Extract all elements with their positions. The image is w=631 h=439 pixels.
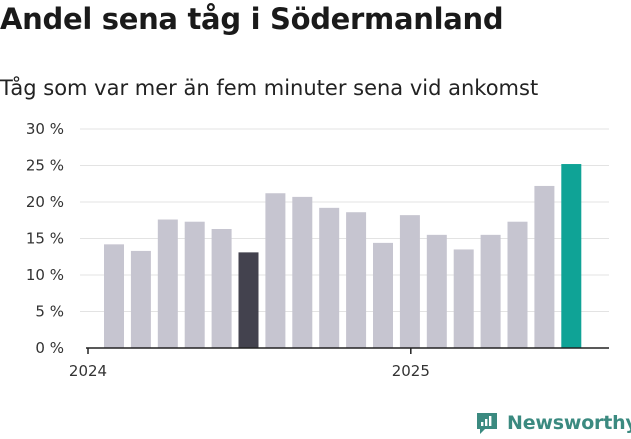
bar	[238, 252, 259, 348]
bar	[346, 212, 367, 348]
newsworthy-logo: Newsworthy	[475, 407, 631, 439]
y-tick-label: 0 %	[35, 339, 64, 357]
y-tick-label: 30 %	[26, 120, 64, 138]
y-tick-label: 10 %	[26, 266, 64, 284]
axes: 0 % 5 % 10 % 15 % 20 % 25 % 30 % 2024 2025	[26, 120, 609, 380]
bar	[373, 242, 393, 348]
y-tick-label: 5 %	[35, 303, 64, 321]
y-tick-label: 15 %	[26, 230, 64, 248]
bar	[157, 219, 178, 348]
chart-subtitle: Tåg som var mer än fem minuter sena vid …	[0, 76, 539, 100]
bar	[399, 215, 420, 348]
bar	[319, 207, 340, 348]
bar	[534, 185, 555, 348]
x-tick-label: 2025	[392, 362, 430, 380]
bars	[104, 164, 582, 348]
bar	[507, 221, 528, 348]
y-tick-label: 20 %	[26, 193, 64, 211]
bar	[453, 249, 474, 348]
bar	[130, 250, 151, 348]
chart-title: Andel sena tåg i Södermanland	[0, 2, 504, 36]
brand-name: Newsworthy	[507, 412, 631, 434]
y-tick-label: 25 %	[26, 157, 64, 175]
x-tick-label: 2024	[69, 362, 107, 380]
bar	[561, 164, 582, 348]
bar	[292, 196, 313, 348]
bar	[265, 193, 286, 348]
bar	[184, 221, 205, 348]
bar	[104, 244, 124, 348]
newsworthy-logo-icon	[477, 413, 497, 434]
bar	[211, 229, 232, 348]
bar	[480, 234, 501, 348]
bar	[426, 234, 447, 348]
